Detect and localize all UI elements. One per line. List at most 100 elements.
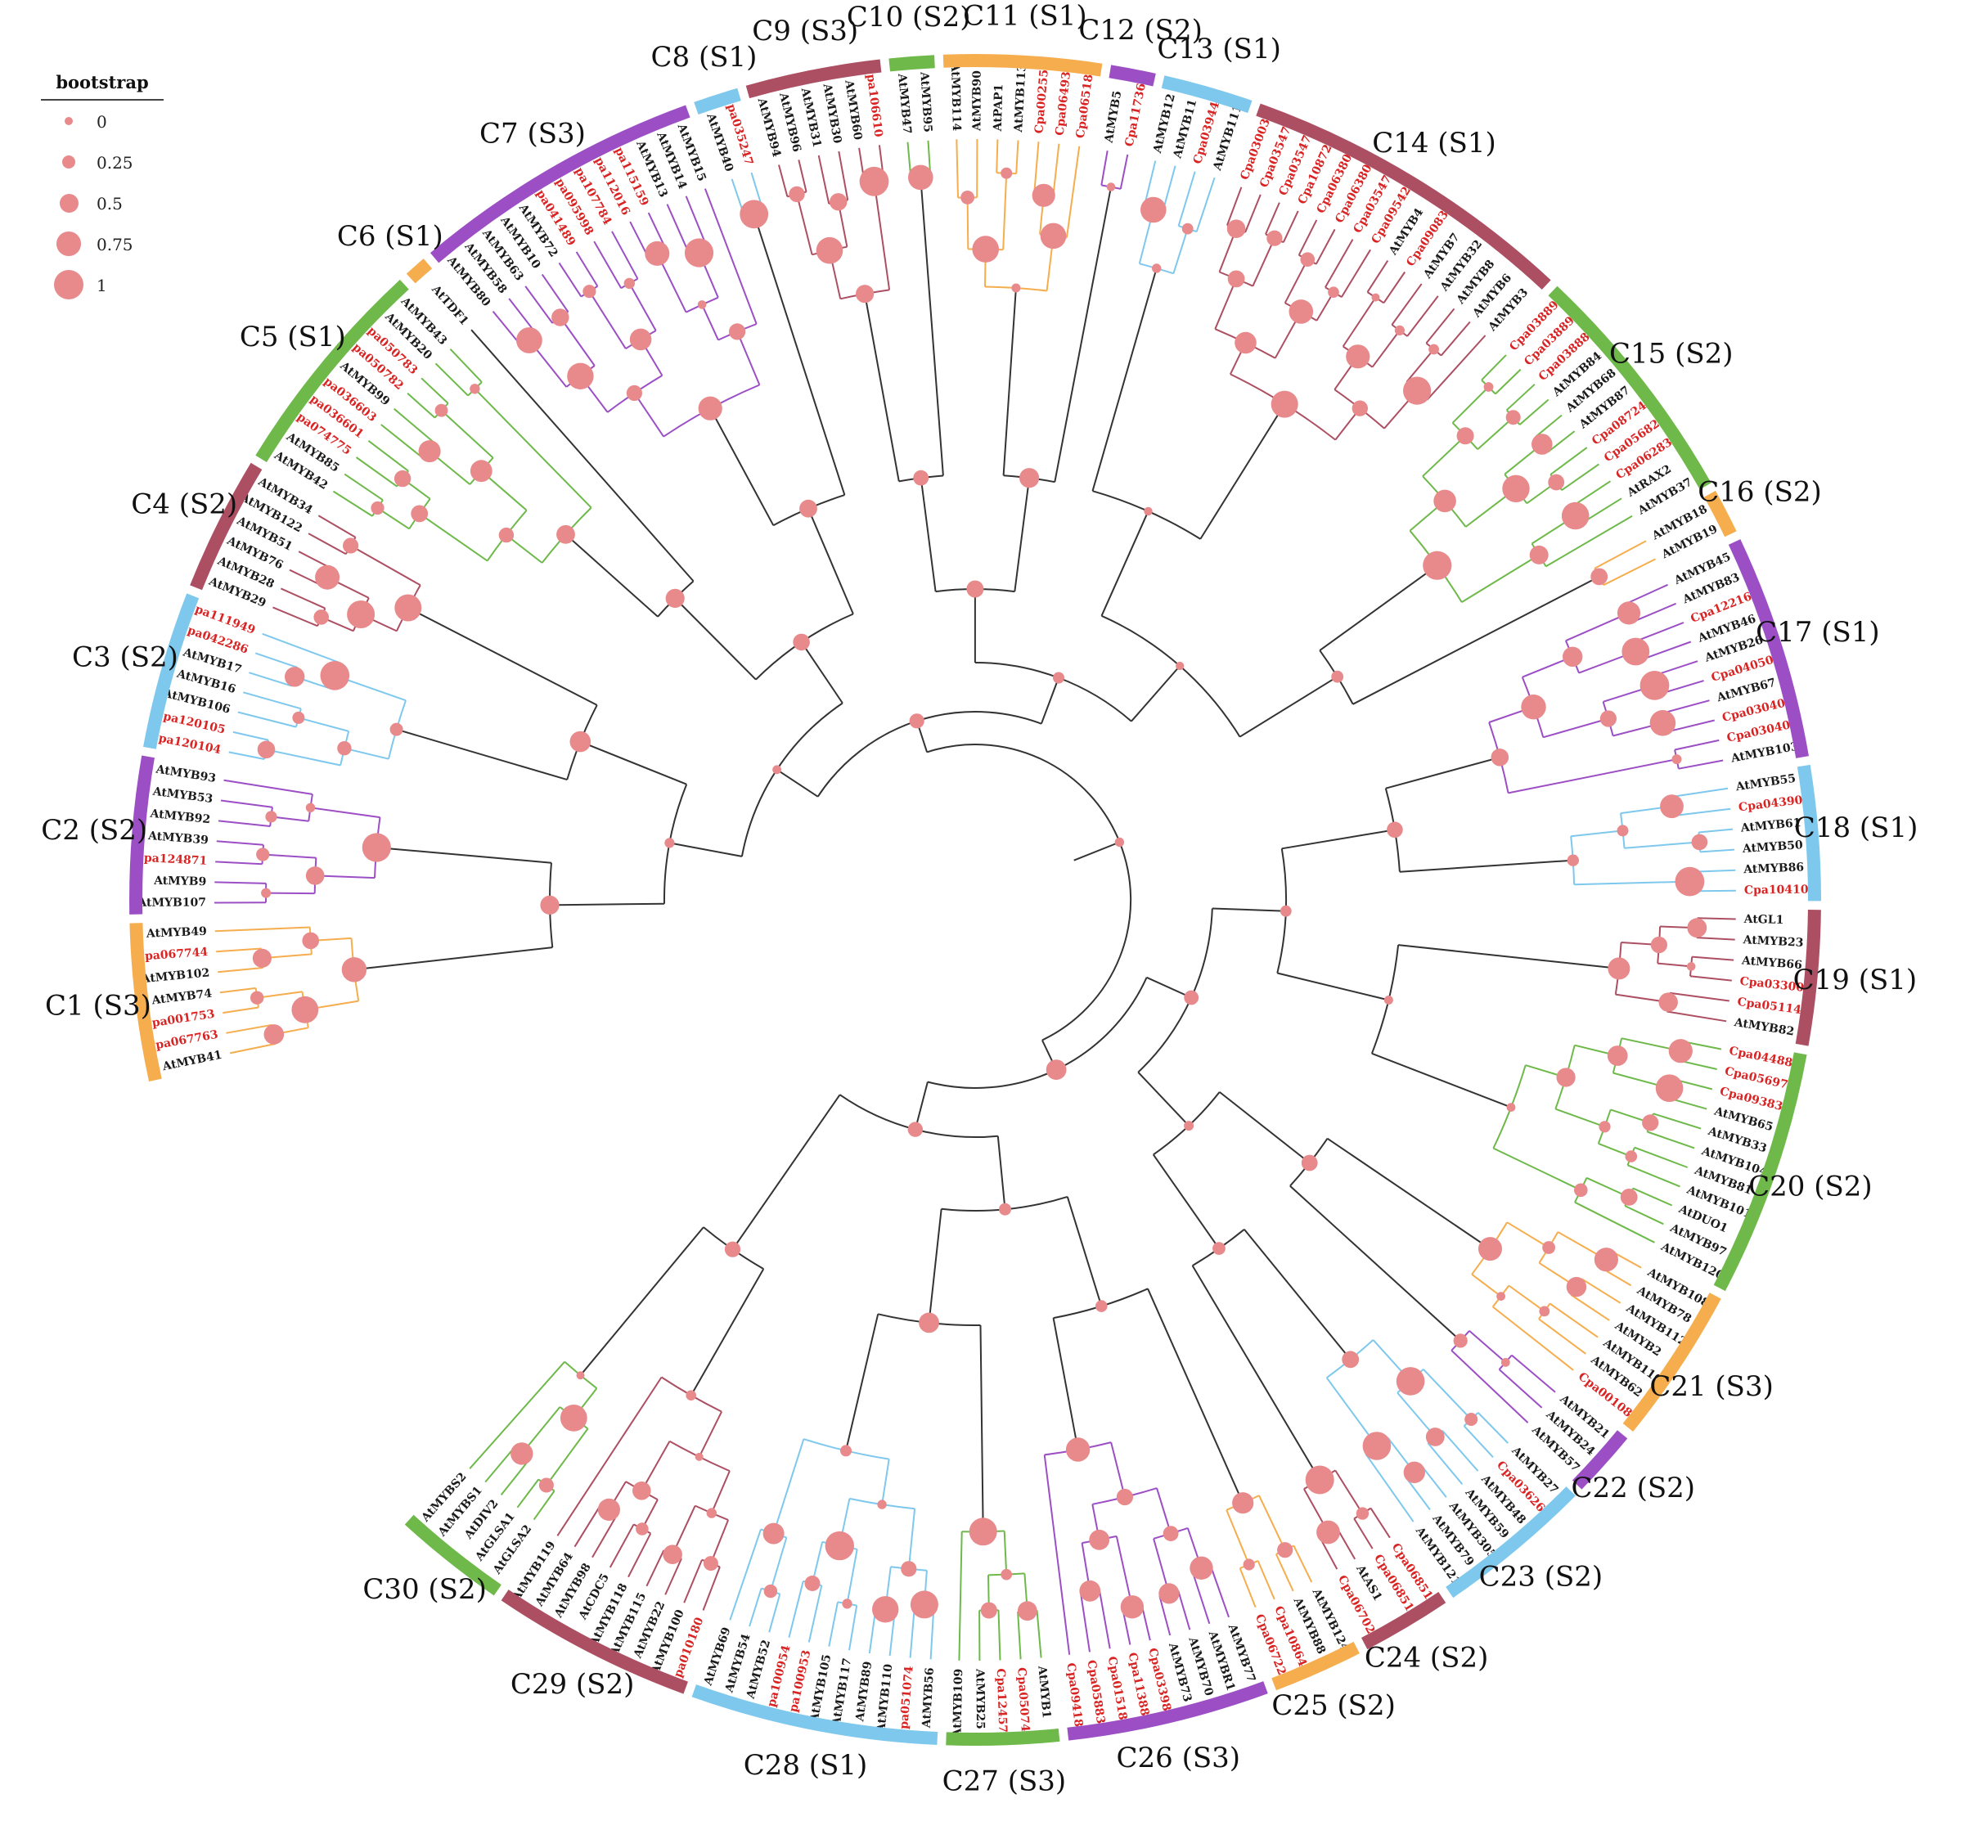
branch <box>798 160 807 192</box>
legend-row: 0.25 <box>41 142 164 182</box>
branch <box>469 1360 565 1469</box>
branch <box>1451 386 1490 424</box>
branch <box>1033 142 1040 195</box>
branch <box>701 304 719 341</box>
clade-ring-segment <box>255 279 409 463</box>
backbone-branch <box>1091 268 1158 492</box>
branch <box>907 1509 916 1569</box>
branch <box>645 1549 665 1587</box>
branch <box>332 490 373 517</box>
leaf-label: AtMYB109 <box>951 1669 965 1738</box>
branch <box>257 991 303 999</box>
bootstrap-node <box>1539 1306 1550 1317</box>
branch <box>350 545 421 587</box>
clade-label: C25 (S2) <box>1271 1689 1396 1722</box>
bootstrap-node <box>1387 821 1403 839</box>
legend-label: 0.5 <box>97 194 123 214</box>
branch <box>1177 171 1196 227</box>
bootstrap-node <box>1040 223 1067 250</box>
branch <box>558 262 582 298</box>
branch <box>223 779 313 795</box>
bootstrap-node <box>1425 1428 1445 1446</box>
branch <box>1696 937 1735 941</box>
bootstrap-node <box>1506 1103 1516 1112</box>
bootstrap-node <box>1505 410 1521 425</box>
branch <box>1463 1425 1494 1458</box>
bootstrap-node <box>1301 1154 1318 1171</box>
backbone-branch <box>1326 1137 1491 1250</box>
bootstrap-node <box>252 948 272 968</box>
legend-label: 1 <box>97 276 107 295</box>
branch <box>778 164 789 197</box>
bootstrap-node <box>1433 489 1456 513</box>
branch <box>1700 848 1735 853</box>
bootstrap-node <box>1065 1437 1091 1462</box>
branch <box>1002 173 1008 250</box>
branch <box>641 1441 671 1491</box>
backbone-arc <box>816 711 1042 798</box>
clade-ring-segment <box>1271 1641 1360 1691</box>
clade-ring-segment <box>1572 1430 1628 1490</box>
clade-ring-segment <box>1703 490 1737 537</box>
backbone-branch <box>396 728 568 781</box>
branch <box>609 1523 635 1568</box>
bootstrap-node <box>1046 1059 1067 1080</box>
branch <box>828 1602 839 1647</box>
branch <box>1252 237 1275 287</box>
backbone-branch <box>1281 829 1396 850</box>
branch <box>1461 554 1540 603</box>
bootstrap-node <box>663 1544 682 1564</box>
legend-row: 0 <box>41 101 164 142</box>
branch <box>1697 917 1736 920</box>
branch <box>1110 1441 1126 1498</box>
bootstrap-node <box>1232 1492 1254 1514</box>
bootstrap-node <box>1620 1189 1638 1206</box>
bootstrap-node <box>1328 286 1339 299</box>
bootstrap-node <box>1019 468 1040 488</box>
clade-label: C20 (S2) <box>1748 1170 1873 1203</box>
bootstrap-node <box>470 460 493 483</box>
backbone-branch <box>776 768 819 798</box>
clade-ring-segment <box>404 1514 501 1596</box>
leaf-label: Cpa106610 <box>863 65 885 138</box>
bootstrap-node <box>551 308 569 326</box>
branch <box>524 286 554 324</box>
backbone-branch <box>731 1094 841 1250</box>
bootstrap-node <box>665 588 685 609</box>
bootstrap-node <box>285 667 305 687</box>
legend-label: 0.25 <box>97 153 133 173</box>
branch <box>484 1446 515 1483</box>
branch <box>1692 955 1734 961</box>
branch <box>1632 1187 1673 1207</box>
branch <box>1371 330 1401 368</box>
bootstrap-node <box>1403 376 1432 405</box>
clade-label: C28 (S1) <box>744 1749 868 1782</box>
leaf-label: Cpa065180 <box>1074 65 1097 139</box>
legend-row: 1 <box>41 264 164 305</box>
branch <box>541 273 569 312</box>
branch <box>1079 1592 1091 1652</box>
bootstrap-node <box>1190 1556 1213 1580</box>
bootstrap-node <box>913 470 929 486</box>
clade-ring-segment <box>129 755 155 915</box>
tree-branches <box>214 138 1736 1661</box>
bootstrap-node <box>1184 990 1199 1005</box>
bootstrap-node <box>772 765 781 775</box>
backbone-branch <box>669 842 743 857</box>
branch <box>407 393 436 419</box>
branch <box>1678 759 1724 770</box>
branch <box>1698 828 1734 834</box>
branch <box>769 1537 788 1592</box>
branch <box>846 1549 858 1604</box>
leaf-label: Cpa015189 <box>1105 1656 1131 1729</box>
branch <box>214 881 267 884</box>
bootstrap-node <box>389 722 403 736</box>
bootstrap-node <box>1079 1580 1101 1602</box>
branch <box>1226 1509 1250 1565</box>
branch <box>1511 1354 1556 1393</box>
bootstrap-node <box>1383 996 1393 1005</box>
clade-ring-segment <box>1548 286 1711 490</box>
branch <box>1440 321 1471 357</box>
backbone-branch <box>1199 403 1286 540</box>
bootstrap-node <box>1671 754 1682 765</box>
